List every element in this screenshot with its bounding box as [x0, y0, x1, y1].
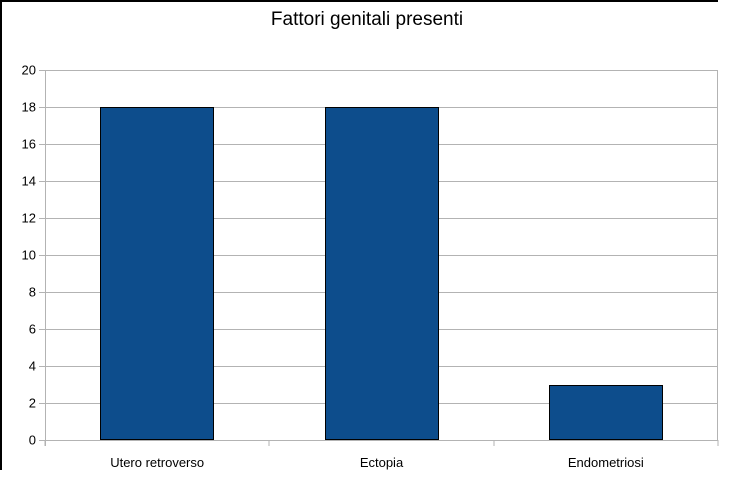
y-axis-tick: [39, 70, 45, 71]
x-axis-tick: [268, 440, 270, 446]
y-axis-label: 0: [28, 432, 36, 448]
y-axis-label: 2: [28, 395, 36, 411]
y-axis-label: 18: [21, 99, 36, 115]
y-axis-label: 12: [21, 210, 36, 226]
x-axis-label-utero-retroverso: Utero retroverso: [110, 455, 205, 470]
y-axis-tick: [39, 181, 45, 182]
outer-frame-left-border: [0, 0, 2, 470]
x-axis-tick: [717, 440, 719, 446]
bar-ectopia: [324, 107, 439, 440]
x-axis-tick: [44, 440, 46, 446]
x-axis-tick: [493, 440, 495, 446]
y-axis-tick: [39, 403, 45, 404]
y-axis-label: 16: [21, 136, 36, 152]
plot-area: 0 2 4 6 8 10 12 14 16 18 20 Utero retroverso Ectopia…: [22, 64, 719, 469]
y-axis-tick: [39, 440, 45, 441]
bar-endometriosi: [548, 384, 663, 440]
y-axis-tick: [39, 107, 45, 108]
gridline: [45, 70, 718, 71]
y-axis-tick: [39, 292, 45, 293]
gridline: [45, 440, 718, 441]
y-axis-label: 6: [28, 321, 36, 337]
outer-frame-top-border: [0, 0, 718, 2]
bar-utero-retroverso: [100, 107, 215, 440]
y-axis-tick: [39, 218, 45, 219]
y-axis-label: 8: [28, 284, 36, 300]
y-axis-tick: [39, 366, 45, 367]
chart-title: Fattori genitali presenti: [270, 9, 464, 30]
y-axis-label: 14: [21, 173, 36, 189]
y-axis-tick: [39, 329, 45, 330]
y-axis-label: 10: [21, 247, 36, 263]
y-axis-line: [45, 70, 46, 446]
x-axis-label-ectopia: Ectopia: [359, 455, 404, 470]
y-axis-label: 4: [28, 358, 36, 374]
y-axis-label: 20: [21, 62, 36, 78]
x-axis-label-endometriosi: Endometriosi: [567, 455, 644, 470]
y-axis-tick: [39, 255, 45, 256]
y-axis-tick: [39, 144, 45, 145]
